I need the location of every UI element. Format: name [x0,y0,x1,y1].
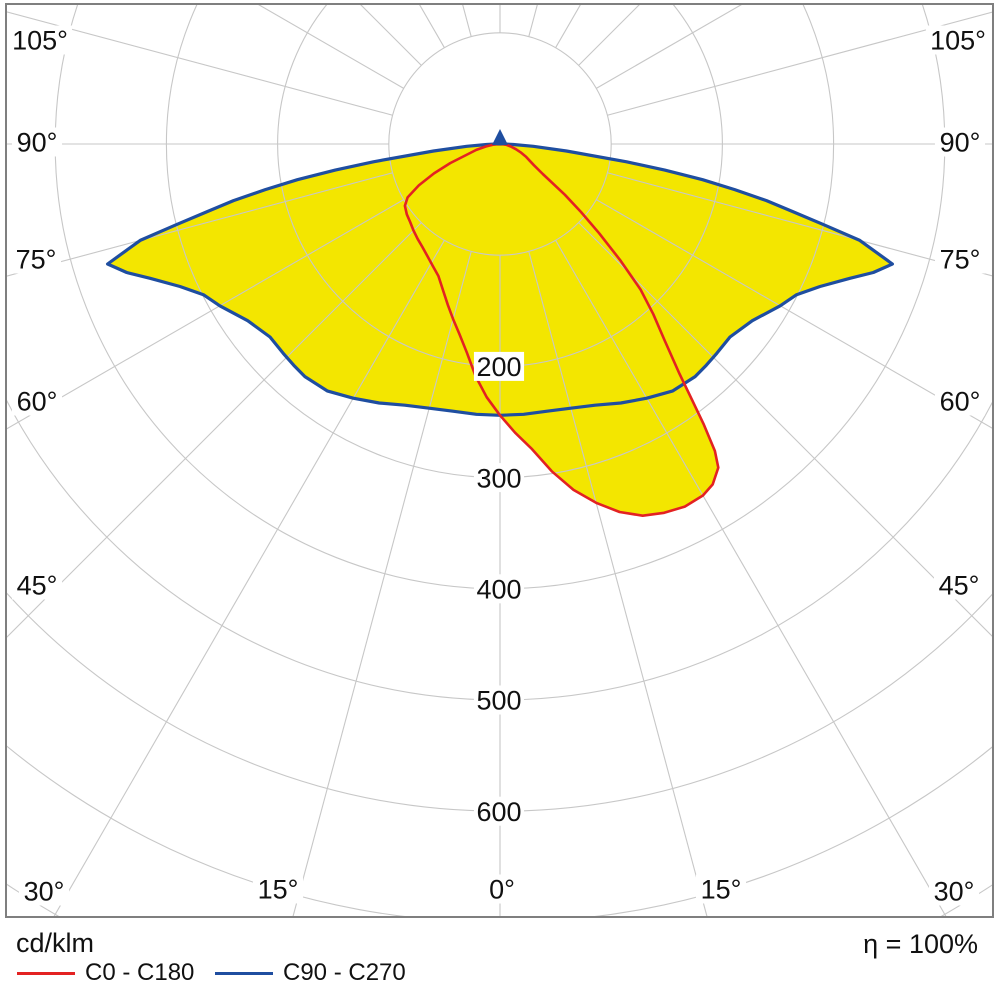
grid-spoke [578,222,993,638]
label-backing [933,570,985,600]
axis-label: 75° [940,245,981,275]
label-backing [11,570,63,600]
label-backing [252,874,304,904]
grid-spoke [292,251,472,917]
label-backing [7,25,73,55]
axis-label: 90° [940,128,981,158]
axis-label: 400 [476,575,521,605]
legend-label-c0-c180: C0 - C180 [85,959,195,986]
axis-label: 600 [476,797,521,827]
label-backing [473,796,525,826]
grid-spoke [6,172,393,277]
label-backing [473,351,525,381]
label-backing [695,874,747,904]
label-backing [934,127,986,157]
label-backing [11,127,63,157]
label-backing [473,685,525,715]
axis-label: 30° [24,877,65,907]
label-backing [928,876,980,906]
label-backing [473,574,525,604]
legend-item-c90-c270: C90 - C270 [215,959,406,987]
grid-spoke [528,251,708,917]
axis-label: 60° [940,387,981,417]
axis-label: 300 [476,463,521,493]
axis-label: 105° [930,26,986,56]
axis-label: 60° [17,387,58,417]
axis-label: 105° [12,26,68,56]
units-label: cd/klm [16,928,95,958]
axis-label: 90° [17,128,58,158]
axis-label: 75° [16,245,57,275]
label-backing [10,244,62,274]
center-spike [492,129,508,145]
grid-spoke [607,172,993,277]
legend-label-c90-c270: C90 - C270 [283,959,406,986]
grid-spoke [607,11,993,116]
axis-label: 30° [934,877,975,907]
legend-red-line [17,971,75,975]
axis-label: 0° [489,875,515,905]
grid-spoke [555,240,947,917]
label-backing [934,386,986,416]
axis-label: 200 [476,352,521,382]
label-backing [11,386,63,416]
efficiency-label: η = 100% [863,929,978,959]
grid-spoke [461,4,472,37]
label-backing [925,25,991,55]
legend-item-c0-c180: C0 - C180 [17,959,194,987]
label-backing [18,876,70,906]
axis-label: 15° [701,875,742,905]
label-backing [934,244,986,274]
label-backing [473,463,525,493]
grid-spoke [528,4,539,37]
axis-label: 15° [258,875,299,905]
axis-label: 45° [939,571,980,601]
plot-frame [5,3,994,918]
axis-label: 45° [17,571,58,601]
grid-spoke [53,240,445,917]
grid-spoke [6,11,393,116]
axis-label: 500 [476,686,521,716]
grid-spoke [6,222,422,639]
label-backing [483,874,521,904]
curve-c0-c180 [403,142,720,517]
curve-c90-c270 [106,142,894,417]
legend-blue-line [215,971,273,975]
